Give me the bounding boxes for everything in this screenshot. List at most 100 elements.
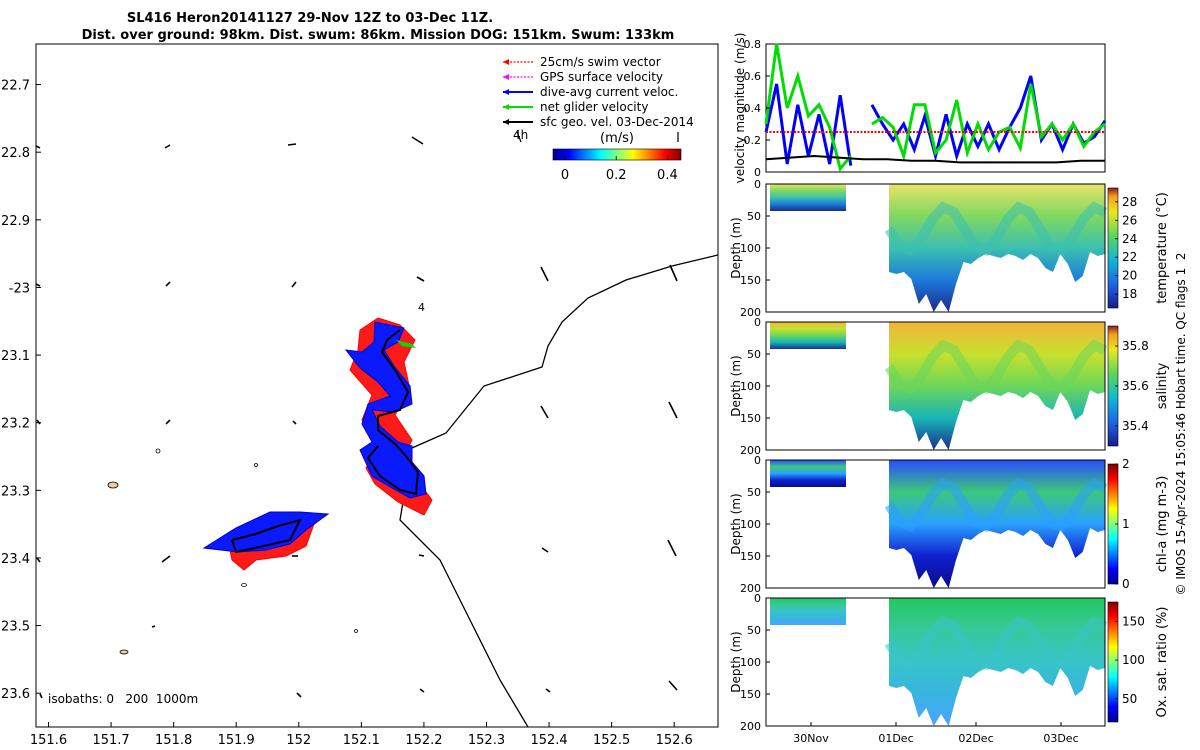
map-x-tick-label: 152.6 <box>656 733 693 748</box>
section-colorbar-tick-label: 1 <box>1122 517 1130 531</box>
map-colorbar <box>552 148 682 161</box>
velocity-series-line <box>870 75 1107 162</box>
section-colorbar <box>1107 601 1119 723</box>
velocity-ylabel: velocity magnitude (m/s) <box>733 33 747 184</box>
section-colorbar-tick-label: 28 <box>1122 195 1137 209</box>
section-data-main <box>889 460 1105 588</box>
section-y-tick-label: 200 <box>740 444 761 457</box>
section-ylabel: Depth (m) <box>729 631 743 692</box>
section-y-tick-label: 0 <box>754 454 761 467</box>
map-y-tick-label: 23.3 <box>1 484 30 499</box>
velocity-y-tick-label: 0 <box>754 166 761 179</box>
map-x-tick-label: 151.9 <box>218 733 255 748</box>
section-wave-feature <box>884 615 1108 671</box>
legend-arrow-icon <box>503 59 509 65</box>
section-y-tick-label: 150 <box>740 412 761 425</box>
section-data-main <box>889 184 1105 312</box>
section-y-tick-label: 150 <box>740 274 761 287</box>
section-y-tick-label: 100 <box>740 656 761 669</box>
colorbar-tick-label: 0.2 <box>606 168 627 183</box>
colorbar-tick-label: 0.4 <box>657 168 678 183</box>
velocity-y-ticks: 0 0.2 0.4 0.6 0.8 <box>744 38 770 179</box>
section-y-tick-label: 200 <box>740 582 761 595</box>
section-y-tick-label: 200 <box>740 720 761 733</box>
island <box>107 481 119 489</box>
legend-label: net glider velocity <box>540 100 648 114</box>
time-tick-label: 03Dec <box>1043 732 1078 745</box>
isobath-line <box>399 254 718 727</box>
section-ylabel: Depth (m) <box>729 217 743 278</box>
section-y-tick-label: 50 <box>747 486 761 499</box>
section-ylabel: Depth (m) <box>729 493 743 554</box>
legend-arrow-icon <box>503 104 509 110</box>
glider-path <box>366 329 420 496</box>
velocity-y-tick-label: 0.6 <box>744 70 762 83</box>
velocity-series-line <box>764 43 852 173</box>
map-y-tick-label: 23.1 <box>1 349 30 364</box>
section-wave-feature <box>884 201 1108 257</box>
velocity-series-line <box>765 154 1105 164</box>
section-colorbar-tick-label: 150 <box>1122 614 1145 628</box>
legend-arrow-icon <box>503 74 509 80</box>
section-colorbar <box>1107 187 1119 309</box>
map-y-tick-label: 23.2 <box>1 417 30 432</box>
island <box>155 448 161 454</box>
time-tick-label: 02Dec <box>958 732 993 745</box>
section-colorbar-label: temperature (°C) <box>1155 192 1170 304</box>
section-y-tick-label: 50 <box>747 348 761 361</box>
island <box>241 583 247 587</box>
map-y-tick-label: 23.6 <box>1 687 30 702</box>
map-x-tick-label: 151.6 <box>30 733 67 748</box>
section-data-main <box>889 598 1105 726</box>
velocity-series-line <box>871 83 1106 162</box>
section-data-early <box>770 460 846 487</box>
section-y-tick-label: 100 <box>740 242 761 255</box>
velocity-panel: 0 0.2 0.4 0.6 0.8 velocity magnitude (m/s) <box>733 33 1107 184</box>
map-panel: 151.6 151.7 151.8 151.9 152 152.1 152.2 152.3 15… <box>1 43 719 748</box>
section-colorbar-label: Ox. sat. ratio (%) <box>1155 607 1170 718</box>
section-y-tick-label: 0 <box>754 592 761 605</box>
legend-label: sfc geo. vel. 03-Dec-2014 <box>540 115 694 129</box>
map-colorbar-ticks: 0 0.2 0.4 <box>561 156 678 183</box>
net-glider-velocity <box>396 340 416 348</box>
time-axis: 30Nov 01Dec 02Dec 03Dec <box>793 722 1079 745</box>
section-colorbar-tick-label: 35.4 <box>1122 419 1149 433</box>
section-data-early <box>770 598 846 625</box>
section-wave-feature <box>884 477 1108 533</box>
section-y-tick-label: 150 <box>740 688 761 701</box>
section-data-main <box>889 322 1105 450</box>
legend-arrow-icon <box>503 89 509 95</box>
map-y-tick-label: 22.9 <box>1 214 30 229</box>
velocity-y-tick-label: 0.8 <box>744 38 762 51</box>
island <box>354 629 358 633</box>
map-y-ticks: 22.7 22.8 22.9 -23 23.1 23.2 23.3 23.4 23.5 23.6 <box>1 79 41 702</box>
section-colorbar-tick-label: 18 <box>1122 287 1137 301</box>
section-data-early <box>770 322 846 349</box>
map-x-tick-label: 152.3 <box>468 733 505 748</box>
section-colorbar-label: salinity <box>1155 362 1170 409</box>
credit-text: © IMOS 15-Apr-2024 15:05:46 Hobart time.… <box>1174 253 1188 596</box>
map-x-tick-label: 152.1 <box>343 733 380 748</box>
section-colorbar-tick-label: 20 <box>1122 269 1137 283</box>
track-label-4: 4 <box>418 301 425 314</box>
colorbar-unit: (m/s) <box>600 131 634 146</box>
map-y-tick-label: 23.5 <box>1 620 30 635</box>
map-x-ticks: 151.6 151.7 151.8 151.9 152 152.1 152.2 152.3 15… <box>30 722 693 748</box>
section-colorbar-tick-label: 0 <box>1122 577 1130 591</box>
velocity-lines <box>764 43 1107 173</box>
legend-label: 25cm/s swim vector <box>540 55 661 69</box>
velocity-y-tick-label: 0.4 <box>744 102 762 115</box>
section-colorbar-tick-label: 35.6 <box>1122 379 1149 393</box>
section-y-tick-label: 0 <box>754 316 761 329</box>
legend-label: dive-avg current veloc. <box>540 85 678 99</box>
map-y-tick-label: 22.7 <box>1 79 30 94</box>
scale-arrow-label: 4h <box>513 128 528 142</box>
island <box>119 649 129 655</box>
map-y-tick-label: 22.8 <box>1 146 30 161</box>
time-tick-label: 01Dec <box>878 732 913 745</box>
section-y-tick-label: 0 <box>754 178 761 191</box>
island <box>254 463 258 467</box>
section-y-tick-label: 150 <box>740 550 761 563</box>
